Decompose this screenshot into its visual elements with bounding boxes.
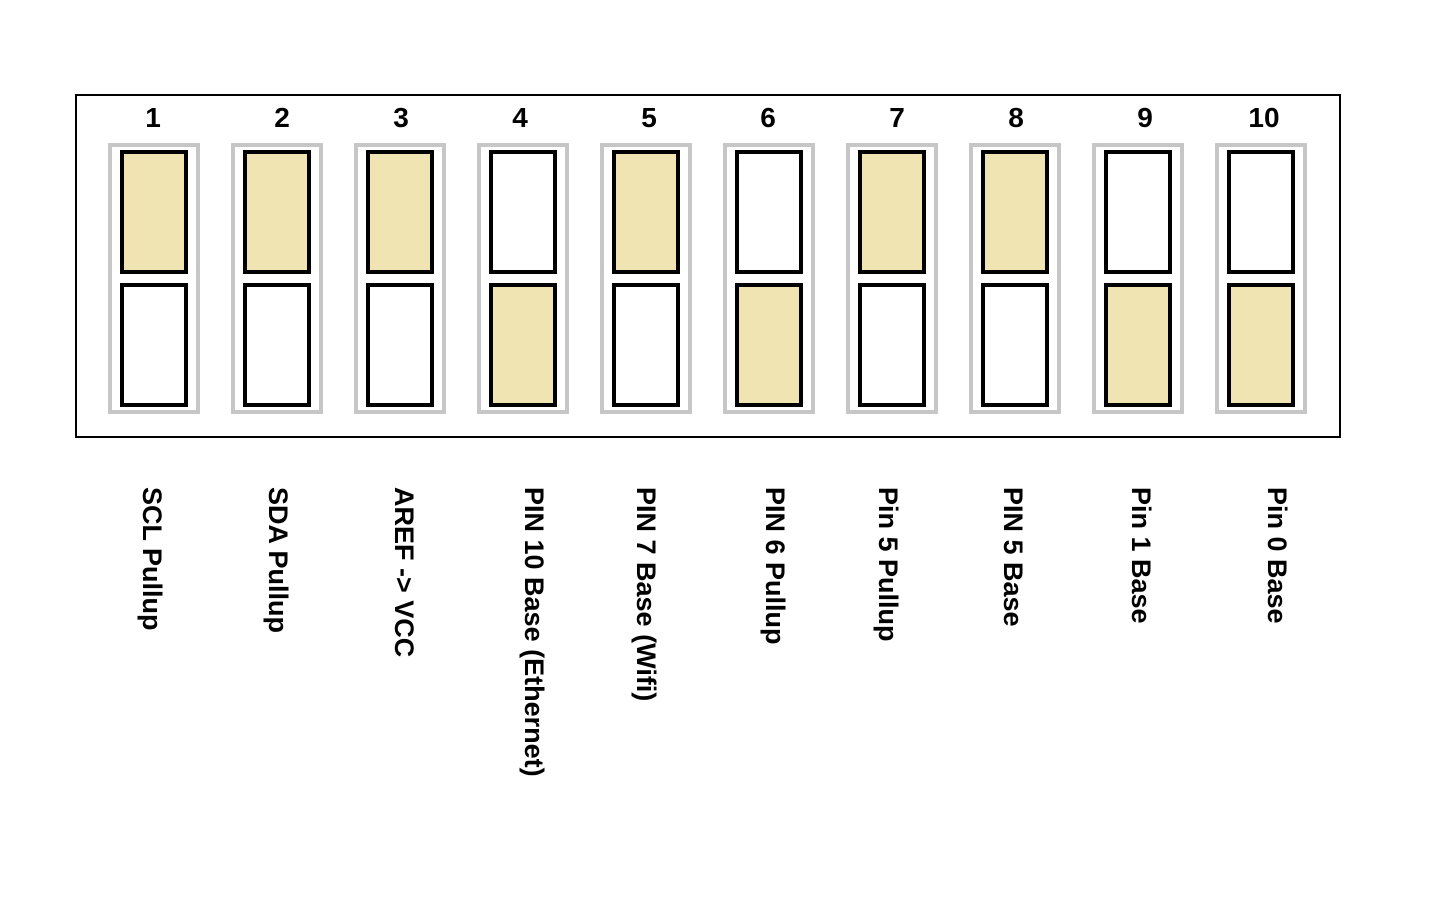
switch-3-label-wrap: AREF -> VCC — [384, 487, 424, 807]
switch-6-bottom-cell — [735, 283, 803, 407]
switch-1-number: 1 — [145, 102, 161, 133]
switch-2-top-cell — [243, 150, 311, 274]
dip-switch-4[interactable] — [477, 143, 569, 414]
switch-6-number: 6 — [760, 102, 776, 133]
dip-switch-9[interactable] — [1092, 143, 1184, 414]
switch-9-label: Pin 1 Base — [1126, 487, 1156, 624]
switch-6-label-wrap: PIN 6 Pullup — [755, 487, 795, 807]
dip-switch-7[interactable] — [846, 143, 938, 414]
switch-5-label-wrap: PIN 7 Base (Wifi) — [626, 487, 666, 807]
switch-2-number: 2 — [274, 102, 290, 133]
dip-switch-6[interactable] — [723, 143, 815, 414]
switch-1-label: SCL Pullup — [137, 487, 167, 631]
switch-6-top-cell — [735, 150, 803, 274]
switch-7-number: 7 — [889, 102, 905, 133]
dip-switch-1[interactable] — [108, 143, 200, 414]
dip-switch-8[interactable] — [969, 143, 1061, 414]
switch-3-number: 3 — [393, 102, 409, 133]
switch-5-top-cell — [612, 150, 680, 274]
switch-3-bottom-cell — [366, 283, 434, 407]
switch-1-top-cell — [120, 150, 188, 274]
switch-8-number: 8 — [1008, 102, 1024, 133]
switch-5-number: 5 — [641, 102, 657, 133]
dip-switch-10[interactable] — [1215, 143, 1307, 414]
dip-switch-2[interactable] — [231, 143, 323, 414]
switch-2-label: SDA Pullup — [263, 487, 293, 633]
switch-8-label-wrap: PIN 5 Base — [993, 487, 1033, 807]
switch-10-label: Pin 0 Base — [1262, 487, 1292, 624]
switch-6-label: PIN 6 Pullup — [760, 487, 790, 645]
switch-7-label: Pin 5 Pullup — [873, 487, 903, 642]
switch-4-bottom-cell — [489, 283, 557, 407]
switch-10-label-wrap: Pin 0 Base — [1257, 487, 1297, 807]
dip-switch-5[interactable] — [600, 143, 692, 414]
switch-2-bottom-cell — [243, 283, 311, 407]
switch-5-bottom-cell — [612, 283, 680, 407]
switch-8-label: PIN 5 Base — [998, 487, 1028, 627]
switch-9-number: 9 — [1137, 102, 1153, 133]
switch-8-bottom-cell — [981, 283, 1049, 407]
switch-9-top-cell — [1104, 150, 1172, 274]
switch-9-bottom-cell — [1104, 283, 1172, 407]
switch-10-top-cell — [1227, 150, 1295, 274]
switch-4-label-wrap: PIN 10 Base (Ethernet) — [514, 487, 554, 807]
switch-8-top-cell — [981, 150, 1049, 274]
switch-1-label-wrap: SCL Pullup — [132, 487, 172, 807]
switch-3-top-cell — [366, 150, 434, 274]
switch-7-label-wrap: Pin 5 Pullup — [868, 487, 908, 807]
switch-10-bottom-cell — [1227, 283, 1295, 407]
switch-9-label-wrap: Pin 1 Base — [1121, 487, 1161, 807]
switch-4-number: 4 — [512, 102, 528, 133]
switch-7-top-cell — [858, 150, 926, 274]
switch-2-label-wrap: SDA Pullup — [258, 487, 298, 807]
switch-5-label: PIN 7 Base (Wifi) — [631, 487, 661, 702]
switch-3-label: AREF -> VCC — [389, 487, 419, 658]
dip-switch-3[interactable] — [354, 143, 446, 414]
switch-4-top-cell — [489, 150, 557, 274]
switch-4-label: PIN 10 Base (Ethernet) — [519, 487, 549, 777]
switch-7-bottom-cell — [858, 283, 926, 407]
switch-1-bottom-cell — [120, 283, 188, 407]
switch-10-number: 10 — [1248, 102, 1280, 133]
